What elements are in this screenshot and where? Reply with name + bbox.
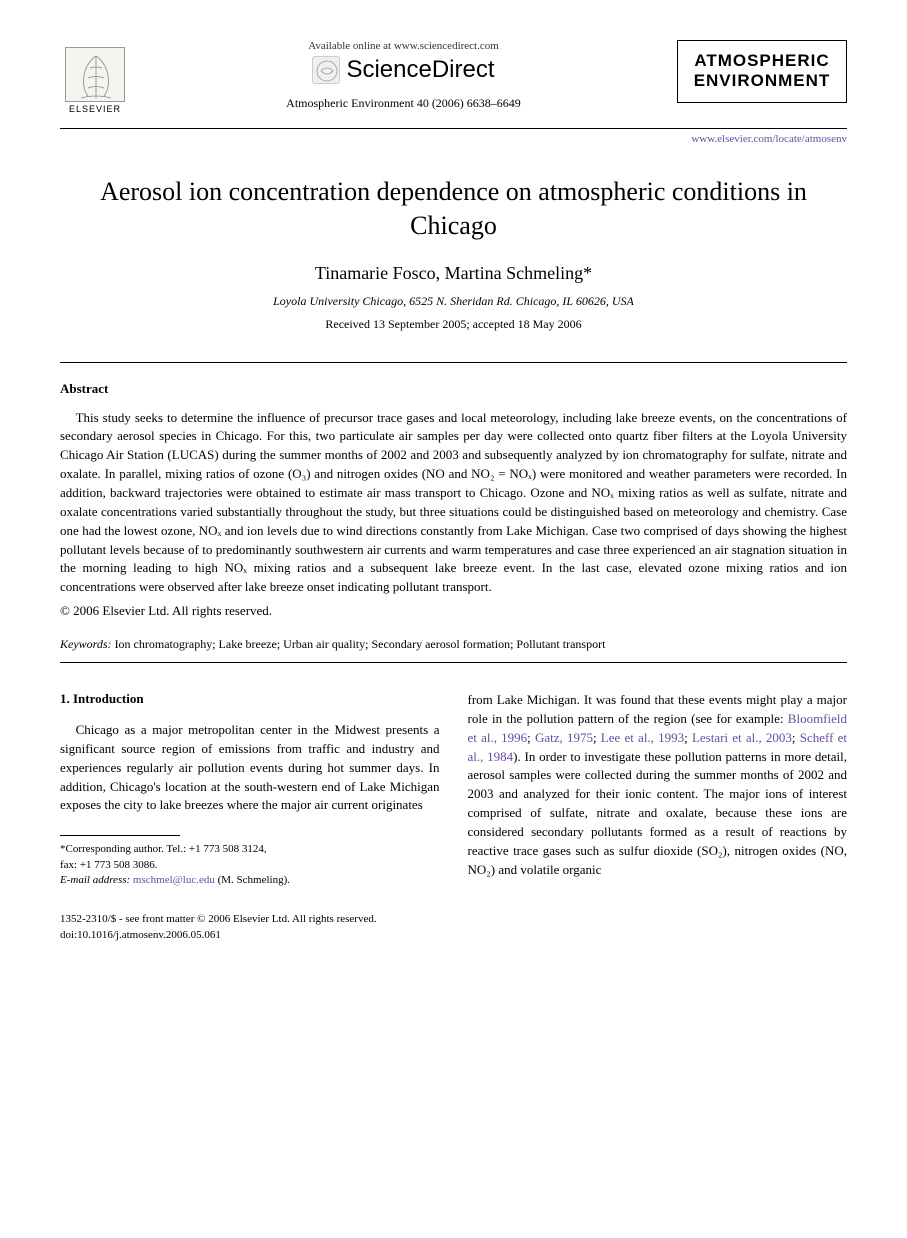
sep2: ; [593, 730, 601, 745]
corresponding-author: *Corresponding author. Tel.: +1 773 508 … [60, 842, 440, 857]
sep3: ; [684, 730, 692, 745]
copyright: © 2006 Elsevier Ltd. All rights reserved… [60, 603, 847, 619]
intro-text-col2: from Lake Michigan. It was found that th… [468, 691, 848, 879]
abstract-top-rule [60, 362, 847, 363]
journal-reference: Atmospheric Environment 40 (2006) 6638–6… [150, 96, 657, 111]
publisher-name: ELSEVIER [69, 104, 121, 114]
intro-heading: 1. Introduction [60, 691, 440, 707]
authors: Tinamarie Fosco, Martina Schmeling* [60, 263, 847, 284]
available-online-text: Available online at www.sciencedirect.co… [150, 40, 657, 52]
footnote-block: *Corresponding author. Tel.: +1 773 508 … [60, 842, 440, 888]
cite-lestari[interactable]: Lestari et al., 2003 [692, 730, 792, 745]
journal-name-line2: ENVIRONMENT [686, 71, 838, 91]
fax: fax: +1 773 508 3086. [60, 858, 440, 873]
article-title: Aerosol ion concentration dependence on … [100, 175, 807, 243]
elsevier-tree-icon [65, 47, 125, 102]
doi-line: doi:10.1016/j.atmosenv.2006.05.061 [60, 928, 847, 943]
affiliation: Loyola University Chicago, 6525 N. Sheri… [60, 294, 847, 309]
sep1: ; [527, 730, 535, 745]
keywords-rule [60, 662, 847, 663]
keywords: Keywords: Ion chromatography; Lake breez… [60, 637, 847, 652]
email-suffix: (M. Schmeling). [218, 874, 290, 886]
keywords-list: Ion chromatography; Lake breeze; Urban a… [115, 637, 606, 651]
column-left: 1. Introduction Chicago as a major metro… [60, 691, 440, 888]
keywords-label: Keywords: [60, 637, 112, 651]
cite-lee[interactable]: Lee et al., 1993 [601, 730, 684, 745]
sciencedirect-logo: ScienceDirect [150, 56, 657, 84]
abstract-text: This study seeks to determine the influe… [60, 409, 847, 597]
cite-gatz[interactable]: Gatz, 1975 [535, 730, 593, 745]
journal-url: www.elsevier.com/locate/atmosenv [60, 133, 847, 145]
header-row: ELSEVIER Available online at www.science… [60, 40, 847, 120]
journal-url-link[interactable]: www.elsevier.com/locate/atmosenv [691, 133, 847, 145]
center-header: Available online at www.sciencedirect.co… [130, 40, 677, 111]
header-rule [60, 128, 847, 129]
abstract-heading: Abstract [60, 381, 847, 397]
column-right: from Lake Michigan. It was found that th… [468, 691, 848, 888]
intro-text-col1: Chicago as a major metropolitan center i… [60, 721, 440, 815]
journal-title-box: ATMOSPHERIC ENVIRONMENT [677, 40, 847, 103]
email-label: E-mail address: [60, 874, 130, 886]
email-link[interactable]: mschmel@luc.edu [133, 874, 215, 886]
article-dates: Received 13 September 2005; accepted 18 … [60, 317, 847, 332]
elsevier-logo: ELSEVIER [60, 40, 130, 120]
footnote-rule [60, 835, 180, 836]
email-line: E-mail address: mschmel@luc.edu (M. Schm… [60, 873, 440, 888]
footer: 1352-2310/$ - see front matter © 2006 El… [60, 912, 847, 943]
body-columns: 1. Introduction Chicago as a major metro… [60, 691, 847, 888]
journal-name-line1: ATMOSPHERIC [686, 51, 838, 71]
intro-col2-part2: ). In order to investigate these polluti… [468, 749, 848, 877]
sep4: ; [792, 730, 800, 745]
sciencedirect-icon [312, 56, 340, 84]
issn-line: 1352-2310/$ - see front matter © 2006 El… [60, 912, 847, 927]
sciencedirect-text: ScienceDirect [346, 56, 494, 84]
